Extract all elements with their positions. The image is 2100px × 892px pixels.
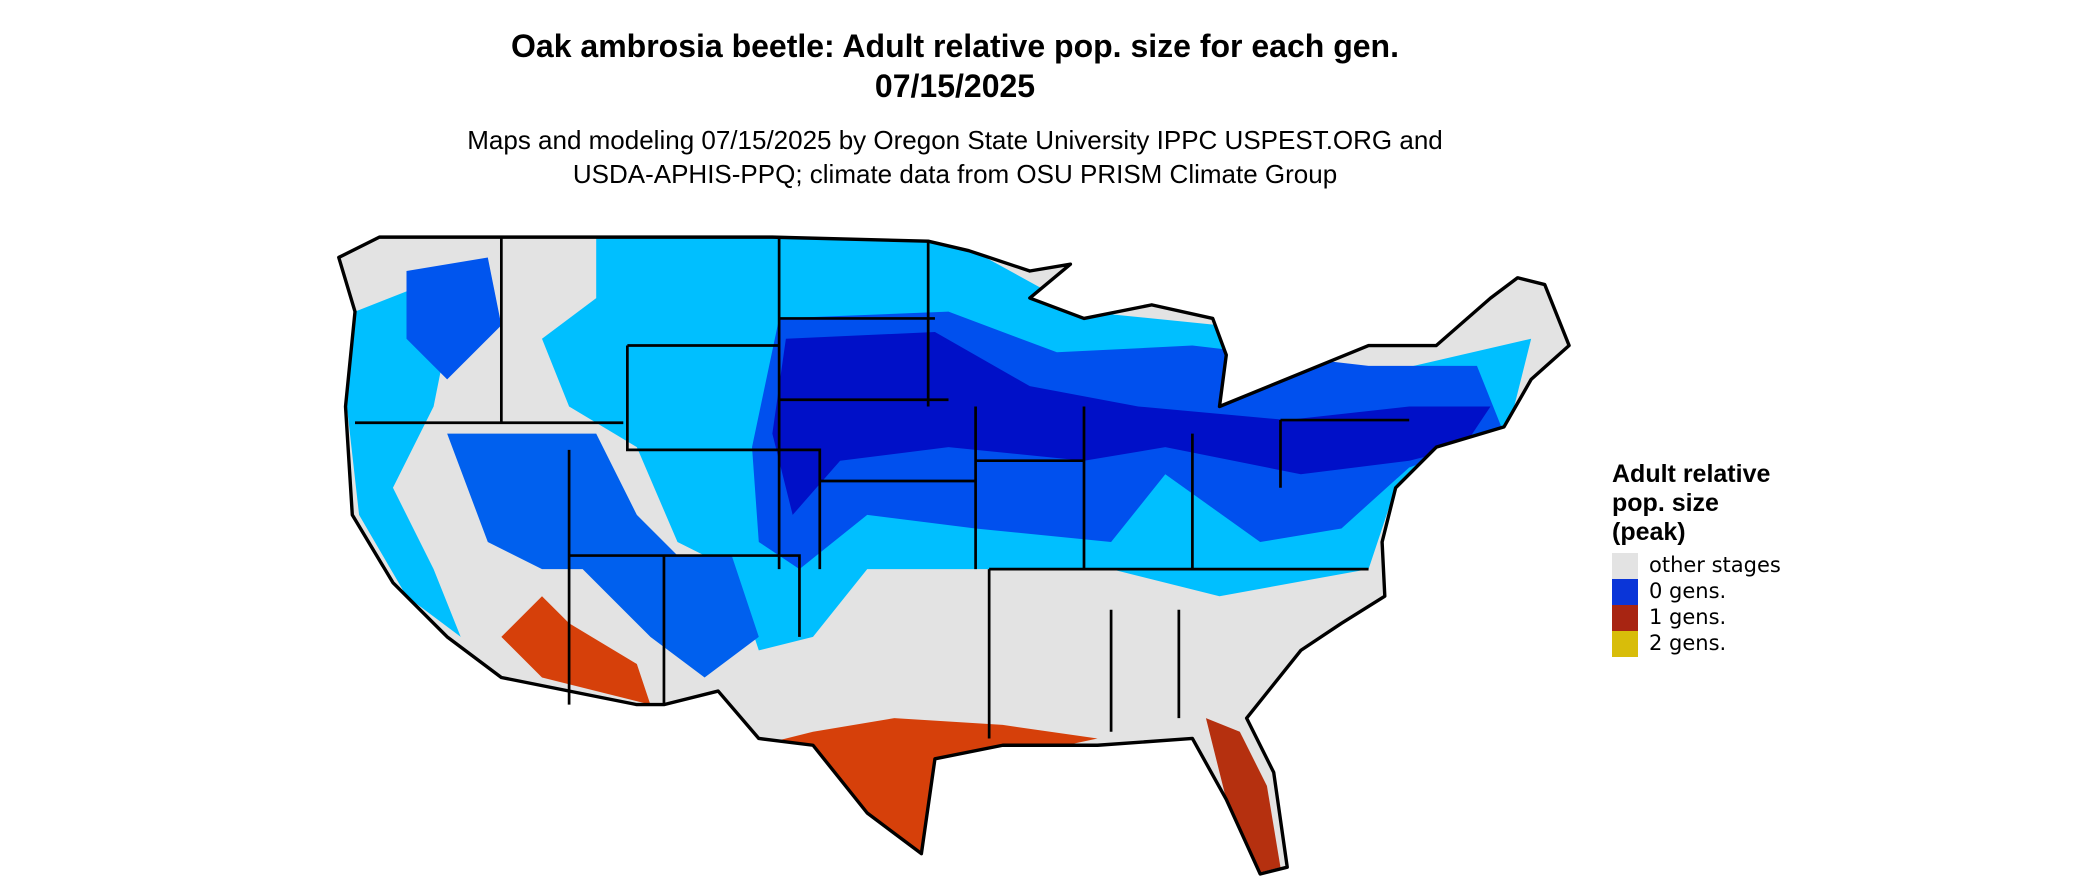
map-fill: [338, 237, 1570, 874]
legend-label: 2 gens.: [1649, 631, 1726, 655]
map-outline: [337, 235, 1571, 876]
subtitle: Maps and modeling 07/15/2025 by Oregon S…: [467, 125, 1443, 155]
subtitle: USDA-APHIS-PPQ; climate data from OSU PR…: [573, 159, 1337, 189]
header: Oak ambrosia beetle: Adult relative pop.…: [467, 28, 1443, 189]
legend-title: Adult relative: [1612, 460, 1770, 488]
legend-label: other stages: [1649, 553, 1781, 577]
title: 07/15/2025: [875, 68, 1035, 104]
state-borders: [355, 237, 1410, 739]
legend-title: (peak): [1612, 518, 1686, 546]
legend-title: pop. size: [1612, 489, 1719, 517]
legend-swatch: [1612, 605, 1638, 631]
title: Oak ambrosia beetle: Adult relative pop.…: [511, 28, 1399, 64]
legend-label: 0 gens.: [1649, 579, 1726, 603]
legend-swatch: [1612, 553, 1638, 579]
legend-swatch: [1612, 579, 1638, 605]
map: [337, 235, 1571, 876]
legend-swatch: [1612, 631, 1638, 657]
legend-label: 1 gens.: [1649, 605, 1726, 629]
